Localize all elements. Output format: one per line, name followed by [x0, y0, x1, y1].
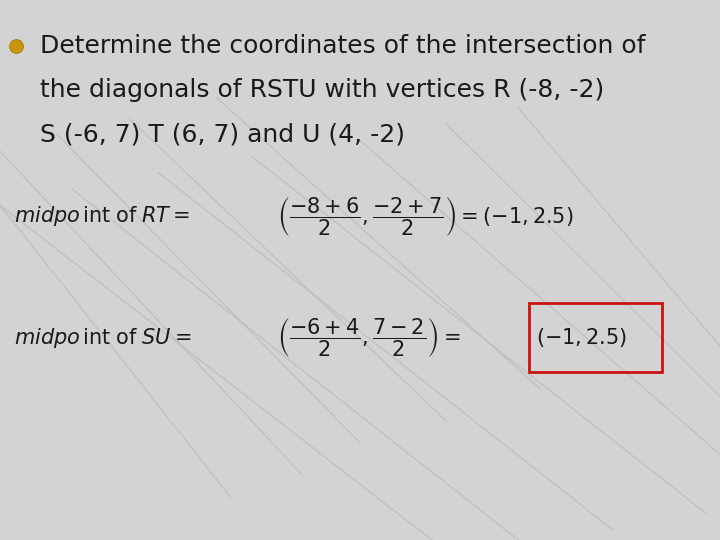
Text: $\left(\dfrac{-6+4}{2},\dfrac{7-2}{2}\right) =$: $\left(\dfrac{-6+4}{2},\dfrac{7-2}{2}\ri…: [277, 316, 461, 359]
Text: $\left(\dfrac{-8+6}{2},\dfrac{-2+7}{2}\right) = (-1,2.5)$: $\left(\dfrac{-8+6}{2},\dfrac{-2+7}{2}\r…: [277, 194, 574, 238]
Text: S (-6, 7) T (6, 7) and U (4, -2): S (-6, 7) T (6, 7) and U (4, -2): [40, 123, 405, 146]
Text: Determine the coordinates of the intersection of: Determine the coordinates of the interse…: [40, 34, 645, 58]
Text: $midpo\,\mathrm{int\;of\;}SU =$: $midpo\,\mathrm{int\;of\;}SU =$: [14, 326, 192, 349]
Text: $midpo\,\mathrm{int\;of\;}RT =$: $midpo\,\mathrm{int\;of\;}RT =$: [14, 204, 191, 228]
Text: $(-1,2.5)$: $(-1,2.5)$: [536, 326, 628, 349]
Text: the diagonals of RSTU with vertices R (-8, -2): the diagonals of RSTU with vertices R (-…: [40, 78, 604, 102]
